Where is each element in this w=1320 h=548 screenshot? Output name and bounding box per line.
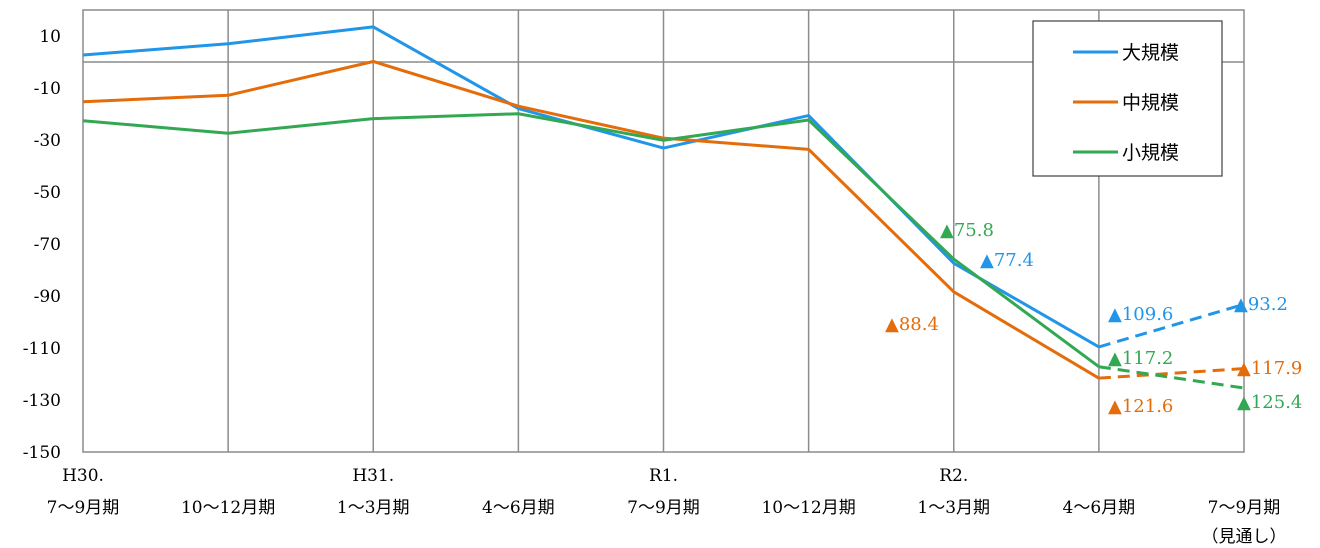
- y-tick-label: -110: [23, 339, 61, 359]
- x-tick-label: 7〜9月期: [627, 498, 700, 518]
- grid: [82, 9, 1245, 453]
- data-label: ▲125.4: [1237, 392, 1302, 413]
- x-tick-label: 10〜12月期: [761, 498, 855, 518]
- data-label: ▲88.4: [885, 314, 939, 335]
- y-tick-label: -10: [34, 79, 61, 99]
- y-tick-label: 10: [39, 27, 61, 47]
- legend-box: [1032, 20, 1223, 177]
- y-tick-label: -50: [34, 183, 61, 203]
- x-tick-label: 4〜6月期: [482, 498, 555, 518]
- y-tick-label: -130: [23, 391, 61, 411]
- series-line-小規模: [82, 112, 1100, 368]
- data-label: ▲77.4: [980, 250, 1034, 271]
- series-lines: [82, 25, 1245, 390]
- data-label: ▲75.8: [940, 220, 994, 241]
- x-tick-label: 4〜6月期: [1063, 498, 1136, 518]
- y-tick-label: -90: [34, 287, 61, 307]
- series-line-中規模: [82, 59, 1100, 380]
- legend-label: 中規模: [1122, 92, 1179, 114]
- x-tick-label: H30.: [62, 466, 104, 486]
- y-tick-label: -70: [34, 235, 61, 255]
- x-tick-label: （見通し）: [1202, 527, 1287, 547]
- y-tick-label: -150: [23, 443, 61, 463]
- series-line-大規模: [82, 25, 1100, 349]
- legend-label: 小規模: [1122, 142, 1179, 164]
- data-label: ▲121.6: [1108, 396, 1173, 417]
- data-label: ▲117.9: [1237, 358, 1302, 379]
- x-tick-label: R2.: [939, 466, 968, 486]
- x-axis-ticks: H30. 7〜9月期 10〜12月期 H31. 1〜3月期 4〜6月期 R1. 7〜9月期 10…: [47, 466, 1287, 547]
- x-tick-label: 1〜3月期: [917, 498, 990, 518]
- y-tick-label: -30: [34, 131, 61, 151]
- x-tick-label: 7〜9月期: [1208, 498, 1281, 518]
- data-label: ▲117.2: [1108, 348, 1173, 369]
- series-forecast-line-中規模: [1098, 367, 1245, 380]
- data-label: ▲109.6: [1108, 304, 1173, 325]
- data-label: ▲93.2: [1234, 294, 1288, 315]
- x-tick-label: R1.: [649, 466, 678, 486]
- data-annotations: ▲75.8 ▲77.4 ▲88.4 ▲109.6 ▲117.2 ▲121.6 ▲93.2 ▲1…: [885, 220, 1302, 417]
- legend-label: 大規模: [1122, 42, 1179, 64]
- y-axis-ticks: 10 -10 -30 -50 -70 -90 -110 -130 -150: [23, 27, 61, 463]
- x-tick-label: H31.: [352, 466, 394, 486]
- x-tick-label: 7〜9月期: [47, 498, 120, 518]
- series-forecast-line-小規模: [1098, 365, 1245, 390]
- x-tick-label: 1〜3月期: [337, 498, 410, 518]
- series-forecast-line-大規模: [1098, 302, 1245, 349]
- x-tick-label: 10〜12月期: [181, 498, 275, 518]
